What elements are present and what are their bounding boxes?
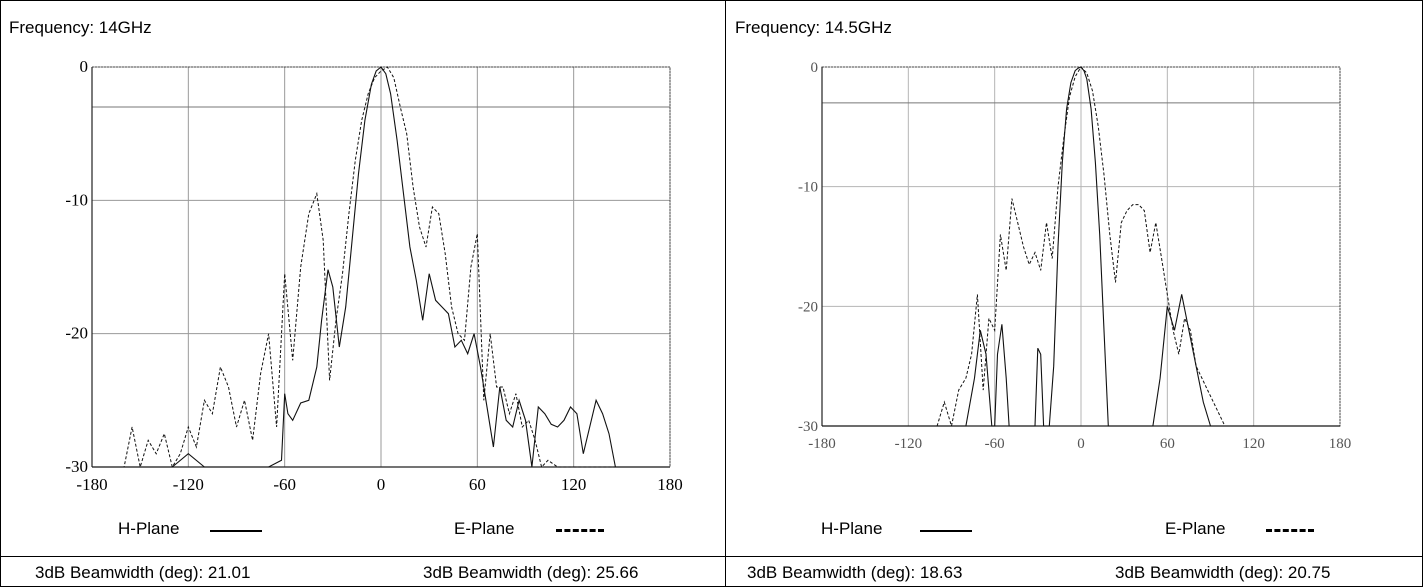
h-plane-legend-line	[920, 530, 972, 532]
frequency-label-14ghz: Frequency: 14GHz	[9, 18, 152, 37]
h-plane-legend-label: H-Plane	[118, 519, 180, 538]
h-plane-beamwidth: 3dB Beamwidth (deg): 21.01	[35, 563, 251, 582]
y-tick-label: -10	[65, 190, 88, 209]
x-tick-label: -180	[808, 436, 836, 452]
e-plane-legend-line	[1266, 529, 1314, 532]
x-tick-label: 180	[1329, 436, 1352, 452]
e-plane-series-line	[822, 66, 1340, 427]
y-tick-label: 0	[80, 57, 89, 76]
x-tick-label: 0	[1077, 436, 1085, 452]
x-tick-label: -60	[985, 436, 1005, 452]
panel-divider	[725, 0, 726, 587]
x-tick-label: -180	[76, 475, 107, 494]
h-plane-series-line	[822, 66, 1340, 427]
frequency-label-14-5ghz: Frequency: 14.5GHz	[735, 18, 892, 37]
e-plane-legend-line	[556, 529, 604, 532]
x-tick-label: -120	[895, 436, 923, 452]
y-tick-label: -20	[798, 299, 818, 315]
e-plane-legend-label: E-Plane	[454, 519, 515, 538]
x-tick-label: 60	[1160, 436, 1175, 452]
radiation-pattern-chart-14ghz: -180 -120 -60 0 60 120 180 0 -10 -20 -30	[65, 57, 683, 494]
beamwidth-row-separator	[0, 556, 1423, 557]
radiation-pattern-chart-14-5ghz: -180 -120 -60 0 60 120 180 0 -10 -20 -30	[798, 60, 1352, 452]
h-plane-legend-line	[210, 530, 262, 532]
x-tick-label: 120	[561, 475, 587, 494]
y-tick-label: 0	[811, 60, 819, 76]
h-plane-series-line	[92, 66, 670, 468]
y-tick-label: -30	[798, 419, 818, 435]
x-tick-label: 0	[377, 475, 386, 494]
h-plane-legend-label: H-Plane	[821, 519, 883, 538]
x-tick-label: 60	[469, 475, 486, 494]
e-plane-legend-label: E-Plane	[1165, 519, 1226, 538]
x-tick-label: -60	[273, 475, 296, 494]
e-plane-series-line	[92, 66, 670, 469]
e-plane-beamwidth: 3dB Beamwidth (deg): 20.75	[1115, 563, 1331, 582]
x-tick-label: 120	[1242, 436, 1265, 452]
e-plane-beamwidth: 3dB Beamwidth (deg): 25.66	[423, 563, 639, 582]
x-tick-label: 180	[657, 475, 683, 494]
y-tick-label: -10	[798, 180, 818, 196]
y-tick-label: -20	[65, 324, 88, 343]
h-plane-beamwidth: 3dB Beamwidth (deg): 18.63	[747, 563, 963, 582]
x-tick-label: -120	[173, 475, 204, 494]
y-tick-label: -30	[65, 457, 88, 476]
